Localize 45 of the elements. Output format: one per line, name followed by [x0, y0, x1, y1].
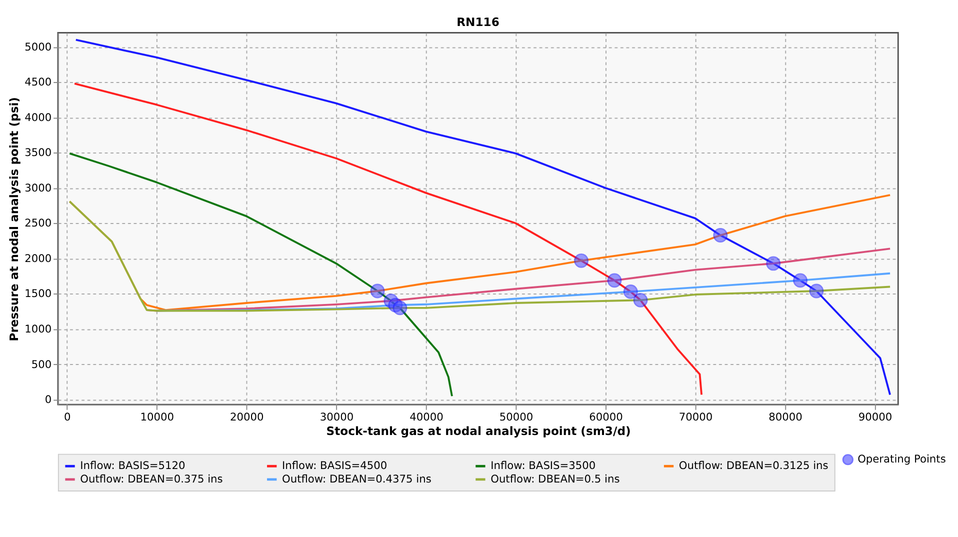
point: [574, 253, 588, 268]
x-tick-label: 30000: [320, 410, 354, 424]
line-series: [74, 38, 892, 396]
y-tick-label: 1500: [24, 287, 52, 300]
y-axis-title: Pressure at nodal analysis point (psi): [6, 97, 21, 342]
chart-title: RN116: [456, 15, 500, 30]
y-tick-label: 3000: [24, 181, 52, 194]
y-tick-label: 1000: [24, 322, 52, 336]
point: [809, 284, 824, 298]
legend-label: Inflow: BASIS=3500: [490, 459, 596, 472]
legend-label: Outflow: DBEAN=0.5 ins: [490, 472, 620, 486]
legend-label: Operating Points: [858, 452, 946, 466]
y-tick-label: 2000: [24, 252, 52, 265]
point: [766, 256, 781, 271]
y-tick-label: 0: [44, 393, 52, 406]
y-tick-label: 5000: [24, 40, 52, 54]
y-tick-label: 2500: [24, 216, 52, 230]
point: [607, 273, 622, 288]
x-tick-label: 70000: [678, 410, 713, 424]
y-tick-label: 500: [31, 358, 52, 371]
y-tick-label: 4500: [24, 76, 52, 89]
point: [392, 300, 408, 316]
x-tick-label: 40000: [410, 410, 444, 424]
point: [633, 292, 648, 308]
legend-label: Inflow: BASIS=4500: [282, 459, 388, 472]
x-tick-label: 50000: [499, 410, 534, 424]
x-tick-label: 10000: [140, 410, 174, 424]
y-tick-label: 3500: [24, 146, 52, 160]
point: [793, 273, 808, 288]
legend-label: Outflow: DBEAN=0.4375 ins: [282, 472, 432, 486]
point: [370, 284, 385, 298]
x-tick-label: 0: [64, 410, 72, 424]
x-tick-label: 20000: [230, 410, 264, 424]
x-tick-label: 80000: [768, 410, 803, 424]
x-tick-label: 90000: [858, 410, 892, 424]
x-tick-label: 60000: [589, 410, 624, 424]
point: [623, 284, 638, 299]
line-series: [74, 82, 703, 396]
y-tick-label: 4000: [24, 110, 52, 124]
legend-label: Outflow: DBEAN=0.375 ins: [80, 472, 224, 486]
point: [713, 228, 728, 242]
legend-label: Inflow: BASIS=5120: [80, 459, 186, 472]
line-series: [68, 152, 453, 398]
x-axis-title: Stock-tank gas at nodal analysis point (sm3/d): [326, 424, 631, 438]
legend-label: Outflow: DBEAN=0.3125 ins: [678, 459, 829, 472]
